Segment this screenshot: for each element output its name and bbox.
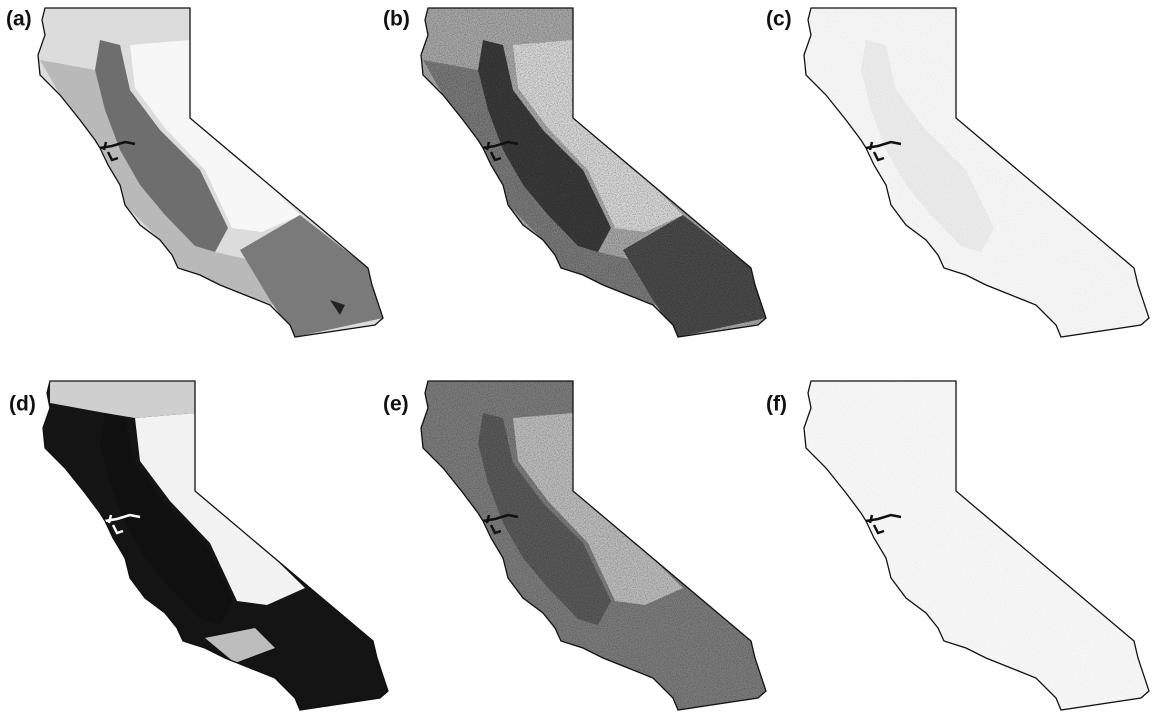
panel-b: (b): [383, 0, 783, 350]
panel-label: (f): [766, 393, 787, 416]
panel-label: (c): [766, 8, 792, 31]
panel-label: (d): [9, 393, 36, 416]
panel-label: (a): [6, 8, 32, 31]
panel-label: (b): [383, 8, 410, 31]
figure: (a) (b) (c): [0, 0, 1153, 714]
panel-e: (e): [383, 373, 783, 714]
panel-c: (c): [766, 0, 1153, 350]
panel-d: (d): [9, 381, 388, 710]
panel-a: (a): [6, 8, 383, 337]
panel-label: (e): [383, 393, 409, 416]
panel-f: (f): [766, 373, 1153, 714]
